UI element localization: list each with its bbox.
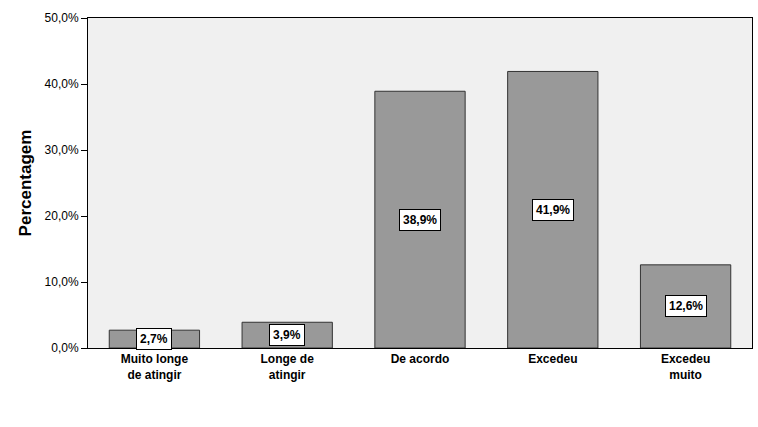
- svg-text:Muito longede atingir: Muito longede atingir: [121, 352, 189, 382]
- svg-text:Longe deatingir: Longe deatingir: [261, 352, 315, 382]
- svg-text:De acordo: De acordo: [391, 352, 450, 366]
- svg-text:38,9%: 38,9%: [403, 213, 437, 227]
- svg-text:0,0%: 0,0%: [51, 341, 79, 355]
- svg-text:50,0%: 50,0%: [45, 11, 79, 25]
- svg-text:Percentagem: Percentagem: [16, 130, 35, 237]
- svg-text:12,6%: 12,6%: [669, 299, 703, 313]
- svg-text:Excedeumuito: Excedeumuito: [661, 352, 710, 382]
- svg-text:40,0%: 40,0%: [45, 77, 79, 91]
- svg-text:41,9%: 41,9%: [536, 203, 570, 217]
- svg-text:2,7%: 2,7%: [140, 332, 168, 346]
- svg-text:10,0%: 10,0%: [45, 275, 79, 289]
- svg-text:20,0%: 20,0%: [45, 209, 79, 223]
- svg-text:30,0%: 30,0%: [45, 143, 79, 157]
- svg-text:Excedeu: Excedeu: [528, 352, 577, 366]
- svg-text:3,9%: 3,9%: [273, 328, 301, 342]
